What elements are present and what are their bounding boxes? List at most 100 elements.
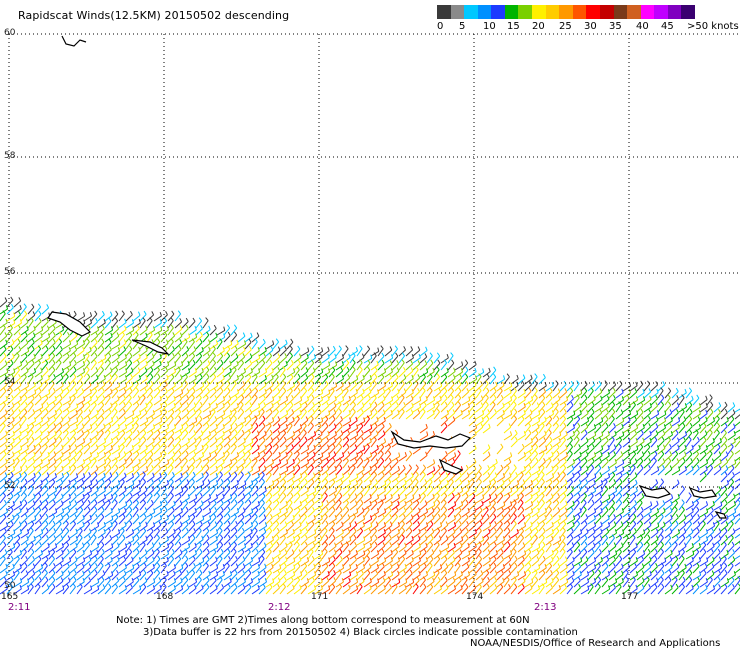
wind-barb-feather [19, 501, 22, 506]
wind-barb-feather [282, 366, 286, 370]
wind-barb-feather [116, 360, 120, 365]
wind-barb [307, 398, 315, 406]
wind-barb-feather [115, 464, 119, 469]
wind-barb [258, 502, 265, 511]
wind-barb [139, 510, 148, 518]
wind-barb-feather [283, 492, 287, 497]
wind-barb-feather [457, 401, 462, 406]
wind-barb [468, 503, 477, 511]
wind-barb [384, 504, 393, 511]
wind-barb-feather [46, 325, 50, 330]
wind-barb [734, 408, 740, 413]
wind-barb-feather [156, 492, 160, 497]
wind-barb-feather [654, 436, 658, 441]
wind-barb-feather [347, 430, 351, 435]
wind-barb [349, 404, 356, 413]
wind-barb [41, 362, 49, 371]
wind-barb-feather [89, 437, 92, 442]
wind-barb [90, 348, 98, 357]
wind-barb-feather [444, 373, 448, 378]
wind-barb [517, 399, 526, 406]
wind-barb [545, 502, 552, 511]
wind-barb [321, 405, 329, 413]
wind-barb [279, 488, 286, 497]
wind-barb-feather [137, 311, 141, 316]
wind-barb [195, 448, 204, 455]
wind-barb-feather [551, 410, 555, 415]
wind-barb [587, 518, 596, 525]
wind-barb-feather [116, 486, 119, 491]
wind-barb [552, 383, 559, 392]
wind-barb-feather [17, 401, 21, 406]
wind-barb-feather [137, 395, 141, 400]
wind-barb [363, 418, 370, 427]
wind-barb-feather [530, 486, 533, 492]
wind-barb [580, 454, 589, 462]
wind-barb-feather [345, 387, 349, 392]
wind-barb-feather [696, 394, 700, 399]
wind-barb-feather [305, 500, 308, 505]
wind-barb-feather [129, 345, 133, 350]
wind-barb [524, 391, 532, 399]
wind-barb-feather [431, 472, 435, 477]
wind-barb [55, 469, 64, 476]
wind-barb-feather [30, 401, 34, 406]
wind-barb-feather [235, 422, 238, 427]
wind-barb [370, 439, 377, 448]
wind-barb-feather [66, 408, 70, 413]
wind-barb-feather [53, 493, 57, 498]
wind-barb-feather [310, 422, 314, 427]
wind-barb-feather [327, 368, 331, 373]
wind-barb-feather [656, 445, 660, 450]
wind-barb [69, 406, 78, 413]
wind-barb-feather [564, 514, 568, 519]
wind-barb-feather [116, 437, 119, 442]
wind-barb [202, 356, 210, 364]
wind-barb-feather [640, 457, 644, 462]
wind-barb [678, 425, 686, 434]
wind-barb-feather [396, 478, 399, 483]
wind-barb-feather [352, 464, 356, 468]
wind-barb [293, 510, 301, 518]
wind-barb-feather [3, 485, 7, 490]
wind-barb-feather [569, 450, 573, 455]
wind-barb-feather [185, 443, 189, 448]
wind-barb [328, 469, 337, 476]
wind-barb [727, 504, 736, 511]
wind-barb [720, 503, 728, 511]
wind-barb-feather [32, 507, 36, 512]
wind-barb-feather [530, 437, 533, 443]
wind-barb [0, 425, 6, 434]
wind-barb [678, 440, 686, 448]
wind-barb [146, 384, 154, 392]
wind-barb-feather [487, 409, 491, 414]
wind-barb-feather [73, 310, 77, 315]
wind-barb-feather [45, 317, 49, 322]
wind-barb-feather [261, 499, 265, 504]
wind-barb-feather [135, 415, 140, 420]
wind-barb-feather [234, 485, 238, 490]
wind-barb-feather [513, 513, 517, 518]
wind-barb [552, 434, 562, 441]
wind-barb-feather [348, 409, 351, 415]
wind-barb [20, 495, 27, 504]
wind-barb-feather [54, 487, 57, 492]
wind-barb [524, 441, 533, 448]
wind-barb [482, 483, 491, 490]
wind-barb-feather [650, 501, 653, 506]
wind-barb-feather [572, 424, 575, 429]
wind-barb [328, 447, 336, 455]
wind-barb-feather [95, 479, 99, 484]
wind-barb-feather [18, 332, 22, 337]
wind-barb-feather [446, 410, 449, 415]
wind-barb-feather [584, 429, 588, 434]
wind-barb [531, 511, 540, 518]
wind-barb [307, 439, 314, 448]
wind-barb-feather [724, 401, 728, 406]
wind-barb-feather [271, 381, 274, 386]
wind-barb-feather [220, 506, 224, 511]
wind-barb [293, 461, 301, 469]
wind-barb-feather [565, 500, 568, 505]
wind-barb-feather [271, 402, 274, 407]
wind-barb-feather [24, 478, 28, 483]
